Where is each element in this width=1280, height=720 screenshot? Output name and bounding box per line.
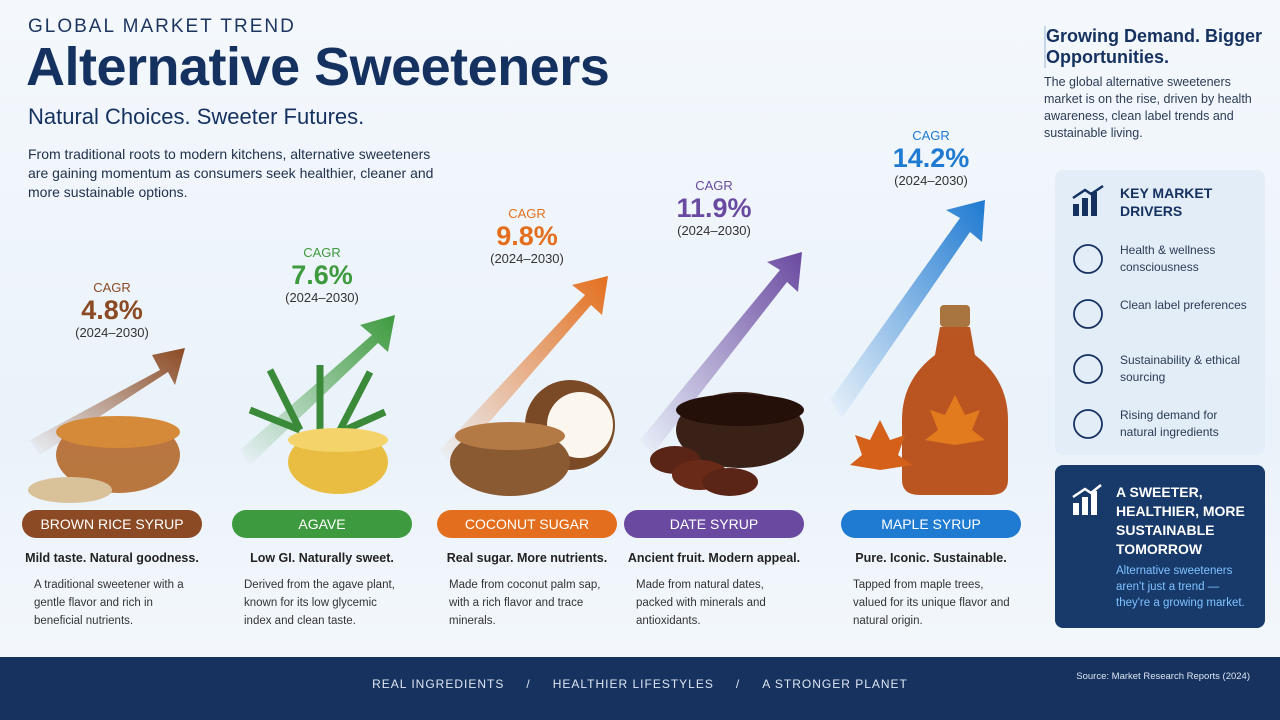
footer-items: REAL INGREDIENTS / HEALTHIER LIFESTYLES / A … <box>0 677 1280 691</box>
product-tagline: Ancient fruit. Modern appeal. <box>627 551 801 565</box>
driver: Rising demand for natural ingredients <box>1120 408 1219 439</box>
rice <box>28 477 112 503</box>
product-description: Tapped from maple trees, valued for its … <box>853 579 1010 627</box>
side-text: The global alternative sweeteners market… <box>1044 75 1252 140</box>
driver-icon <box>1073 354 1103 384</box>
drivers-title: KEY MARKET DRIVERS <box>1120 185 1213 219</box>
product-tagline: Real sugar. More nutrients. <box>446 551 608 565</box>
chart-icon <box>1072 184 1104 216</box>
cagr-value: 7.6% <box>291 260 353 290</box>
cagr-value: 4.8% <box>81 295 143 325</box>
product-tagline: Mild taste. Natural goodness. <box>25 551 199 565</box>
driver: Health & wellness consciousness <box>1120 243 1216 274</box>
callout-title: A SWEETER, HEALTHIER, MORE SUSTAINABLE T… <box>1116 484 1245 557</box>
bowl-top <box>56 416 180 448</box>
driver: Sustainability & ethical sourcing <box>1120 353 1241 384</box>
footer-item: HEALTHIER LIFESTYLES <box>552 677 714 691</box>
product-name: BROWN RICE SYRUP <box>22 510 202 538</box>
date <box>702 468 758 496</box>
product-description: Made from natural dates, packed with min… <box>636 579 766 627</box>
cagr-period: (2024–2030) <box>490 251 564 266</box>
maple-leaf <box>850 420 912 470</box>
product-description: A traditional sweetener with a gentle fl… <box>34 579 184 627</box>
callout: A SWEETER, HEALTHIER, MORE SUSTAINABLE T… <box>1055 465 1265 628</box>
driver-icon <box>1073 299 1103 329</box>
cagr-value: 11.9% <box>676 193 752 223</box>
footer: REAL INGREDIENTS / HEALTHIER LIFESTYLES / A … <box>0 657 1280 720</box>
cagr-label: CAGR <box>93 280 131 295</box>
callout-text: Alternative sweeteners aren't just a tre… <box>1116 565 1245 609</box>
side-heading: Growing Demand. Bigger Opportunities. <box>1044 26 1266 68</box>
background-art <box>28 200 1008 503</box>
maple-leaf <box>925 395 985 445</box>
intro: From traditional roots to modern kitchen… <box>28 146 434 200</box>
product-description: Made from coconut palm sap, with a rich … <box>449 579 601 627</box>
subtitle: Natural Choices. Sweeter Futures. <box>28 104 365 129</box>
syrup <box>676 394 804 426</box>
cagr-value: 14.2% <box>892 143 970 173</box>
separator: / <box>735 677 741 691</box>
cagr-label: CAGR <box>508 206 546 221</box>
drivers-panel: KEY MARKET DRIVERS Health & wellness con… <box>1055 170 1265 455</box>
driver-icon <box>1073 409 1103 439</box>
cagr-block: CAGR 7.6% (2024–2030) <box>242 245 402 305</box>
product-tagline: Low GI. Naturally sweet. <box>250 551 394 565</box>
cagr-period: (2024–2030) <box>75 325 149 340</box>
cagr-label: CAGR <box>912 128 950 143</box>
cagr-block: CAGR 9.8% (2024–2030) <box>447 206 607 266</box>
cagr-block: CAGR 14.2% (2024–2030) <box>851 128 1011 188</box>
product-description: Derived from the agave plant, known for … <box>244 579 395 627</box>
agave-leaves <box>248 365 387 434</box>
bottle-cap <box>940 305 970 327</box>
product-tagline: Pure. Iconic. Sustainable. <box>855 551 1007 565</box>
arrow <box>830 200 985 418</box>
cagr-period: (2024–2030) <box>677 223 751 238</box>
cagr-block: CAGR 11.9% (2024–2030) <box>634 178 794 238</box>
footer-item: REAL INGREDIENTS <box>372 677 505 691</box>
cagr-block: CAGR 4.8% (2024–2030) <box>32 280 192 340</box>
eyebrow: GLOBAL MARKET TREND <box>28 16 296 37</box>
product-name: AGAVE <box>232 510 412 538</box>
driver: Clean label preferences <box>1120 298 1247 312</box>
coconut-flesh <box>547 392 613 458</box>
source: Source: Market Research Reports (2024) <box>1076 671 1250 682</box>
chart-icon <box>1072 484 1102 515</box>
cagr-period: (2024–2030) <box>285 290 359 305</box>
product-name: MAPLE SYRUP <box>841 510 1021 538</box>
separator: / <box>526 677 531 691</box>
cagr-value: 9.8% <box>496 221 558 251</box>
product-name: DATE SYRUP <box>624 510 804 538</box>
sugar <box>455 422 565 450</box>
cagr-label: CAGR <box>695 178 733 193</box>
footer-item: A STRONGER PLANET <box>762 677 908 691</box>
cagr-period: (2024–2030) <box>894 173 968 188</box>
product-name: COCONUT SUGAR <box>437 510 617 538</box>
arrow <box>440 276 608 465</box>
bowl-top <box>288 428 388 452</box>
cagr-label: CAGR <box>303 245 341 260</box>
driver-icon <box>1073 244 1103 274</box>
title: Alternative Sweeteners <box>26 37 610 97</box>
